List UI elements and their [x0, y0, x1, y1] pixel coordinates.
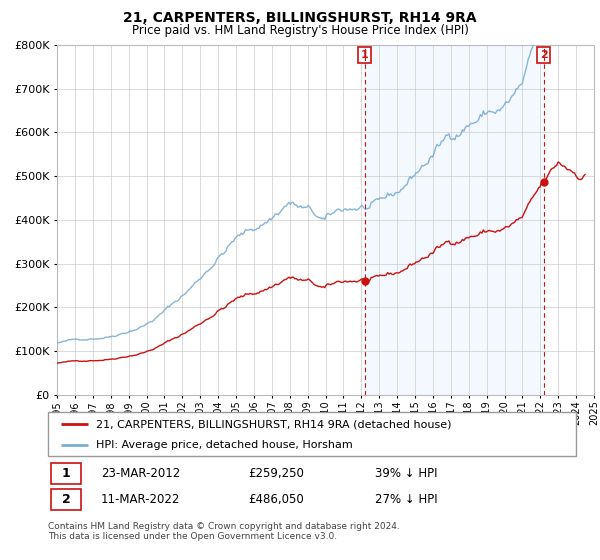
Text: 21, CARPENTERS, BILLINGSHURST, RH14 9RA (detached house): 21, CARPENTERS, BILLINGSHURST, RH14 9RA … — [95, 419, 451, 429]
Text: Price paid vs. HM Land Registry's House Price Index (HPI): Price paid vs. HM Land Registry's House … — [131, 24, 469, 36]
Text: 39% ↓ HPI: 39% ↓ HPI — [376, 467, 438, 480]
Text: 1: 1 — [361, 50, 368, 60]
Text: HPI: Average price, detached house, Horsham: HPI: Average price, detached house, Hors… — [95, 440, 352, 450]
Text: 27% ↓ HPI: 27% ↓ HPI — [376, 493, 438, 506]
Text: 2: 2 — [540, 50, 548, 60]
FancyBboxPatch shape — [48, 412, 576, 456]
Text: £259,250: £259,250 — [248, 467, 305, 480]
Text: 1: 1 — [62, 467, 70, 480]
Text: 11-MAR-2022: 11-MAR-2022 — [101, 493, 180, 506]
Text: 2: 2 — [62, 493, 70, 506]
Text: 23-MAR-2012: 23-MAR-2012 — [101, 467, 180, 480]
Bar — [365, 45, 544, 395]
Text: Contains HM Land Registry data © Crown copyright and database right 2024.
This d: Contains HM Land Registry data © Crown c… — [48, 522, 400, 542]
FancyBboxPatch shape — [50, 464, 81, 484]
FancyBboxPatch shape — [50, 489, 81, 510]
Text: £486,050: £486,050 — [248, 493, 304, 506]
Text: 21, CARPENTERS, BILLINGSHURST, RH14 9RA: 21, CARPENTERS, BILLINGSHURST, RH14 9RA — [123, 11, 477, 25]
